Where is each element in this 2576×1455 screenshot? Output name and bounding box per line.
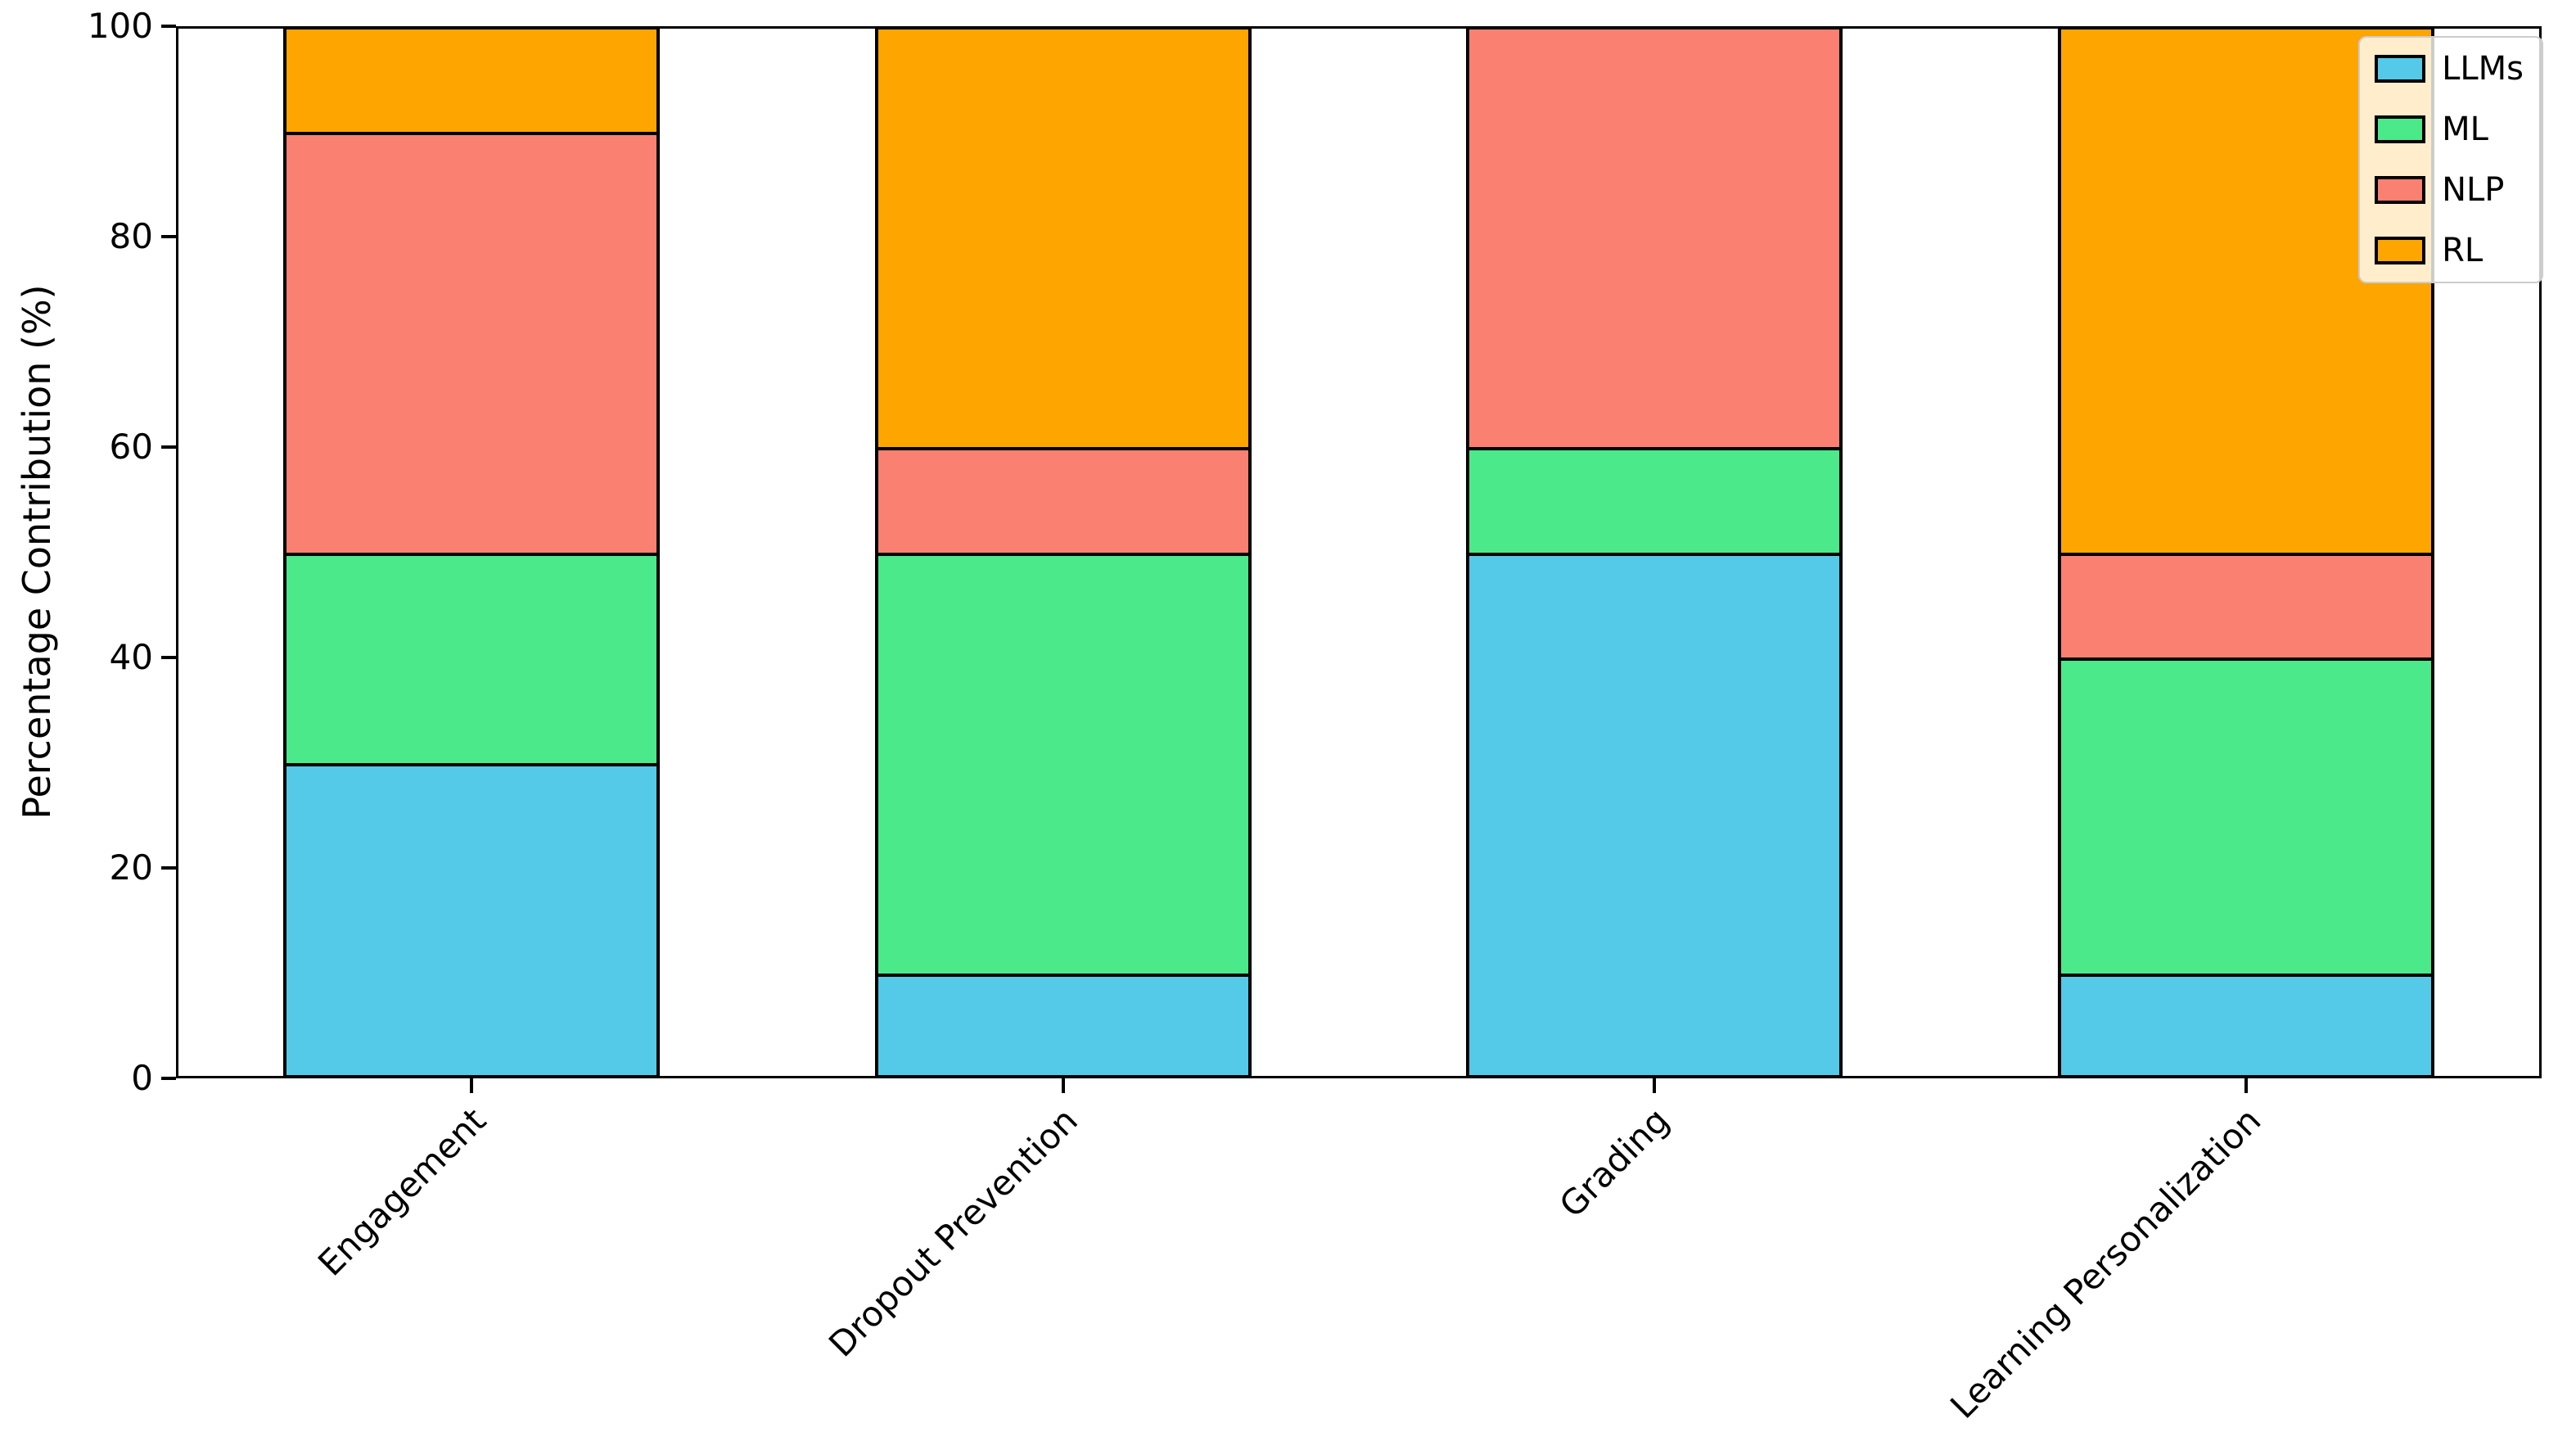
x-tick-mark <box>1653 1078 1656 1093</box>
bar-segment-nlp <box>283 131 660 556</box>
x-tick-label: Learning Personalization <box>1942 1100 2269 1426</box>
legend-item-ml: ML <box>2375 111 2524 147</box>
legend-label: ML <box>2442 111 2488 148</box>
legend-swatch-icon <box>2375 176 2426 204</box>
y-tick-mark <box>161 1077 176 1080</box>
bar-segment-nlp <box>1466 26 1843 450</box>
legend-item-rl: RL <box>2375 233 2524 269</box>
y-tick-label: 20 <box>109 847 153 888</box>
x-tick-label: Grading <box>1551 1100 1677 1226</box>
bar-segment-llms <box>2058 973 2434 1078</box>
legend-swatch-icon <box>2375 55 2426 83</box>
bar-segment-ml <box>283 552 660 766</box>
y-tick-label: 60 <box>109 427 153 467</box>
x-tick-mark <box>2244 1078 2248 1093</box>
bar-segment-llms <box>1466 552 1843 1078</box>
bar-segment-nlp <box>875 447 1252 556</box>
bar-segment-nlp <box>2058 552 2434 661</box>
bar-segment-ml <box>2058 657 2434 977</box>
legend-label: NLP <box>2442 171 2505 209</box>
x-tick-mark <box>1062 1078 1065 1093</box>
y-tick-mark <box>161 866 176 870</box>
x-tick-mark <box>470 1078 473 1093</box>
bar-segment-llms <box>283 762 660 1078</box>
y-tick-mark <box>161 25 176 28</box>
x-tick-label: Engagement <box>310 1100 494 1284</box>
legend-label: RL <box>2442 232 2484 269</box>
bar-segment-rl <box>875 26 1252 450</box>
bar-segment-ml <box>875 552 1252 977</box>
x-tick-label: Dropout Prevention <box>821 1100 1086 1365</box>
y-tick-mark <box>161 235 176 238</box>
y-tick-label: 100 <box>87 6 153 46</box>
legend-label: LLMs <box>2442 50 2524 88</box>
bar-segment-llms <box>875 973 1252 1078</box>
y-tick-mark <box>161 656 176 659</box>
legend: LLMs ML NLP RL <box>2358 36 2543 283</box>
legend-item-nlp: NLP <box>2375 172 2524 208</box>
y-tick-label: 40 <box>109 637 153 677</box>
y-axis-label: Percentage Contribution (%) <box>15 284 59 820</box>
bar-segment-ml <box>1466 447 1843 556</box>
y-tick-label: 80 <box>109 216 153 256</box>
y-tick-mark <box>161 445 176 449</box>
legend-swatch-icon <box>2375 115 2426 143</box>
bar-segment-rl <box>283 26 660 135</box>
legend-swatch-icon <box>2375 237 2426 264</box>
legend-item-llms: LLMs <box>2375 51 2524 87</box>
y-tick-label: 0 <box>131 1058 153 1098</box>
